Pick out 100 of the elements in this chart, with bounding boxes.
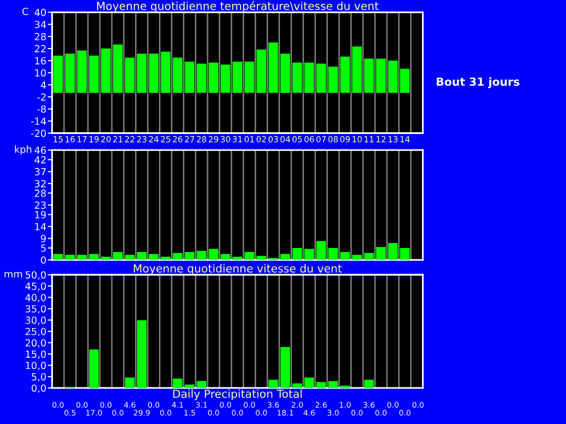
chart-title: Moyenne quotidienne température\vitesse du vent [97,1,379,12]
y-tick-label: 46 [34,146,46,154]
bar [268,42,278,93]
bar [184,62,194,93]
bar [172,252,182,260]
y-tick-label: 35,0 [26,305,46,314]
y-tick-label: 25,0 [26,328,46,336]
y-tick-label: 9 [40,234,46,242]
x-tick-label: 25 [160,136,170,142]
bar [232,62,242,93]
y-tick-label: 22 [34,45,46,52]
bar [172,58,182,93]
bar [208,62,218,93]
bar [244,252,254,260]
bar [352,254,362,260]
bar [77,254,87,260]
y-tick-label: 45,0 [25,282,46,291]
y-axis-title: mm [4,272,22,278]
x-tick-label: 30 [220,136,230,142]
bar [101,48,111,93]
bar [388,242,398,260]
y-tick-label: 0 [40,256,46,264]
bar [65,54,75,93]
bar [328,381,338,388]
x-tick-label: 02 [256,136,266,142]
bar [136,252,147,260]
bar [400,68,410,93]
y-tick-label: 19 [35,211,46,218]
bar [148,54,159,93]
x-tick-label: 28 [196,136,206,142]
x-tick-label: 20 [101,136,111,142]
bar [172,378,182,388]
bar [244,62,254,93]
y-tick-label: 28 [34,190,46,197]
x-tick-label: 24 [149,136,159,142]
x-tick-label: 04 [280,136,290,142]
y-tick-label: -14 [31,118,46,125]
y-tick-label: 23 [34,201,46,209]
bar [376,58,386,93]
y-tick-label: -20 [31,130,46,137]
y-tick-label: 16 [35,57,46,64]
y-tick-label: -8 [37,105,46,113]
x-tick-label: 23 [137,136,146,142]
bar [208,248,218,260]
y-tick-label: 30,0 [26,316,46,325]
bar [184,252,194,260]
y-tick-label: 20,0 [26,339,46,348]
y-axis-title: C [22,8,28,16]
x-tick-label: 15 [54,136,63,142]
bar [113,44,123,93]
bar [280,254,290,260]
x-tick-label: 14 [400,136,410,142]
bar [256,50,266,93]
y-tick-label: 5 [41,244,46,252]
bar [53,254,63,260]
bar [364,252,374,260]
bar [113,252,123,260]
bar [53,56,63,93]
bar [89,56,99,93]
bar [292,248,302,260]
bar [304,248,314,260]
bar [125,58,135,93]
text: Bout 31 jours [436,77,520,88]
x-axis-title: Daily Precipitation Total [173,389,302,400]
x-tick-label: 27 [184,136,194,142]
bar [125,378,135,388]
y-axis-title: kph [15,145,32,155]
y-tick-label: 4 [40,81,46,88]
x-tick-label: 22 [125,136,134,142]
y-tick-label: 14 [35,223,46,230]
bar [65,254,75,260]
x-tick-label: 17 [78,136,87,142]
x-tick-label: 19 [90,136,99,142]
x-tick-label: 07 [316,136,326,142]
y-tick-label: 28 [34,32,46,40]
y-tick-label: 50,0 [26,271,46,280]
bar [304,378,314,388]
y-tick-label: 32 [34,180,46,188]
bar [77,50,87,93]
bar [316,241,326,260]
bar [136,54,147,93]
y-tick-label: 40 [34,8,46,16]
y-tick-label: 5,0 [32,373,46,382]
x-tick-label: 29 [208,136,218,142]
bar [316,382,326,388]
x-tick-label: 03 [268,136,278,142]
y-tick-label: 10,0 [26,362,46,370]
bar [89,254,99,260]
bar [304,62,314,93]
y-tick-label: 0,0 [32,384,46,393]
x-tick-label: 13 [388,136,398,142]
bar [388,60,398,93]
y-tick-label: 34 [34,20,46,28]
x-tick-label: 06 [304,136,314,142]
bar [280,346,290,388]
y-tick-label: 15,0 [26,350,46,359]
bar [160,52,170,93]
bar [220,64,230,93]
bar [184,384,194,388]
x-tick-label: 31 [232,136,242,142]
